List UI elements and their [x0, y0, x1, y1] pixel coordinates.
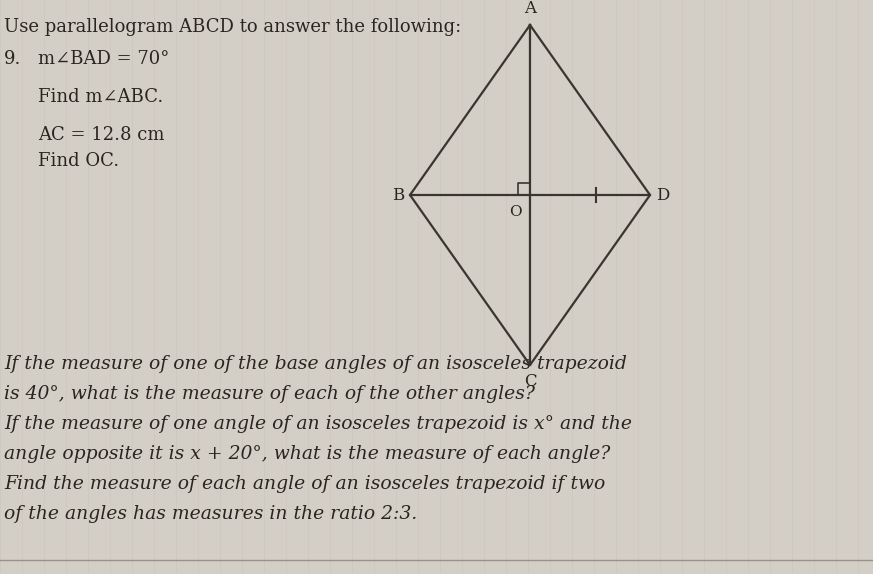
- Text: B: B: [392, 187, 404, 204]
- Text: D: D: [656, 187, 670, 204]
- Text: If the measure of one of the base angles of an isosceles trapezoid: If the measure of one of the base angles…: [4, 355, 627, 373]
- Text: is 40°, what is the measure of each of the other angles?: is 40°, what is the measure of each of t…: [4, 385, 535, 403]
- Text: angle opposite it is x + 20°, what is the measure of each angle?: angle opposite it is x + 20°, what is th…: [4, 445, 610, 463]
- Text: Use parallelogram ABCD to answer the following:: Use parallelogram ABCD to answer the fol…: [4, 18, 461, 36]
- Text: Find m∠ABC.: Find m∠ABC.: [38, 88, 163, 106]
- Text: m∠BAD = 70°: m∠BAD = 70°: [38, 50, 169, 68]
- Text: Find the measure of each angle of an isosceles trapezoid if two: Find the measure of each angle of an iso…: [4, 475, 605, 493]
- Text: O: O: [509, 205, 522, 219]
- Text: Find OC.: Find OC.: [38, 152, 119, 170]
- Text: A: A: [524, 0, 536, 17]
- Text: C: C: [524, 373, 536, 390]
- Text: of the angles has measures in the ratio 2:3.: of the angles has measures in the ratio …: [4, 505, 417, 523]
- Text: AC = 12.8 cm: AC = 12.8 cm: [38, 126, 164, 144]
- Text: 9.: 9.: [4, 50, 21, 68]
- Text: If the measure of one angle of an isosceles trapezoid is x° and the: If the measure of one angle of an isosce…: [4, 415, 632, 433]
